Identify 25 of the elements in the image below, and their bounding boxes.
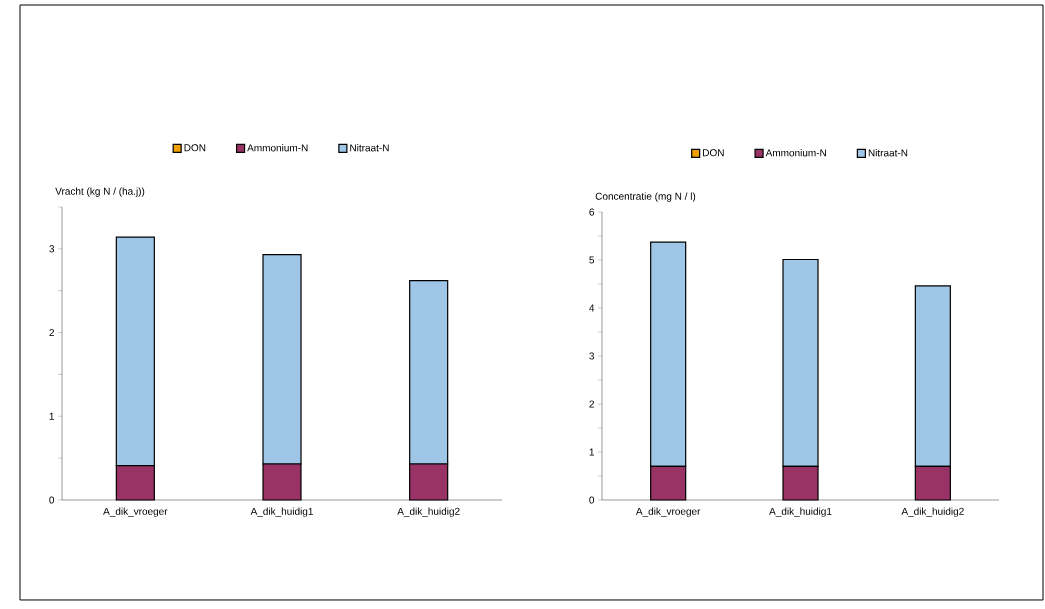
x-tick-label: A_dik_vroeger — [635, 507, 701, 517]
y-tick-label: 2 — [49, 329, 54, 337]
legend-label: Ammonium-N — [765, 149, 826, 157]
legend-label: Nitraat-N — [868, 149, 908, 157]
x-tick-label: A_dik_huidig2 — [901, 507, 964, 517]
legend-label: Ammonium-N — [247, 144, 308, 152]
y-tick-label: 1 — [49, 412, 54, 420]
y-tick-label: 5 — [589, 256, 595, 264]
x-tick-label: A_dik_huidig1 — [769, 507, 832, 517]
x-tick-label: A_dik_huidig2 — [397, 507, 460, 517]
legend-label: DON — [703, 149, 724, 157]
y-tick-label: 0 — [589, 496, 595, 504]
y-axis-title: Vracht (kg N / (ha.j)) — [55, 187, 145, 197]
y-tick-label: 3 — [589, 352, 595, 360]
x-tick-label: A_dik_vroeger — [103, 507, 168, 517]
x-tick-label: A_dik_huidig1 — [250, 507, 313, 517]
y-tick-label: 2 — [589, 400, 594, 408]
y-tick-label: 3 — [49, 245, 55, 253]
legend-label: DON — [184, 144, 206, 152]
legend-label: Nitraat-N — [350, 144, 389, 152]
y-tick-label: 6 — [589, 208, 595, 216]
y-tick-label: 1 — [589, 448, 594, 456]
y-tick-label: 4 — [589, 304, 595, 312]
y-tick-label: 0 — [49, 496, 55, 504]
y-axis-title: Concentratie (mg N / l) — [595, 192, 696, 202]
